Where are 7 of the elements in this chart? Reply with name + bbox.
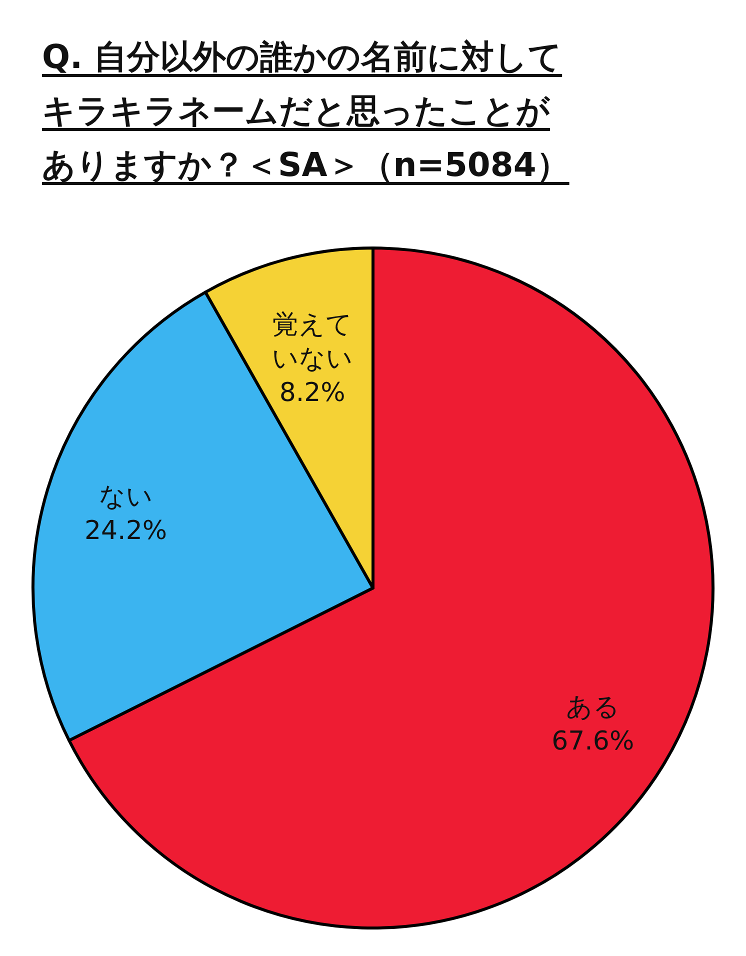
chart-title: Q. 自分以外の誰かの名前に対してキラキラネームだと思ったことがありますか？＜SA＞（n=5084） [42, 36, 570, 186]
data-label: 24.2% [84, 516, 168, 546]
slice-label: 覚えていない [272, 310, 353, 374]
data-label: 8.2% [279, 378, 346, 408]
slice-label: ない [98, 482, 153, 512]
data-label: 67.6% [552, 726, 634, 757]
slice-label: ある [566, 692, 620, 723]
